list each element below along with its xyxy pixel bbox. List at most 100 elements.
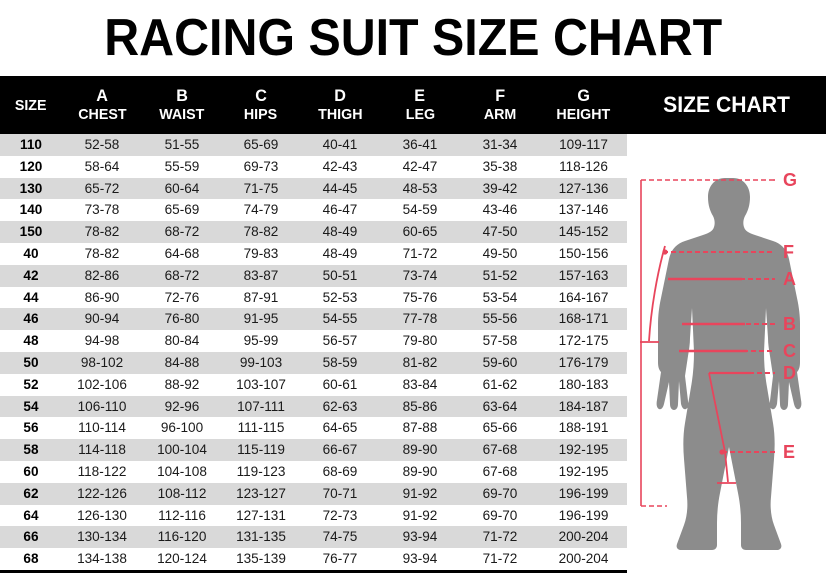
cell-value: 200-204: [558, 550, 609, 567]
table-row[interactable]: 60 118-122 104-108 119-123 68-69 89-90 67-68 19…: [0, 460, 627, 483]
cell-value: 78-82: [243, 223, 279, 240]
cell-value: 61-62: [482, 375, 518, 392]
cell-value: 86-90: [84, 288, 120, 305]
cell-value: 91-92: [402, 484, 438, 501]
cell-value: 72-76: [164, 288, 200, 305]
cell-value: 108-112: [157, 484, 207, 501]
cell-value: 65-72: [84, 179, 120, 196]
cell-value: 49-50: [482, 244, 518, 261]
cell-value: 69-70: [482, 506, 518, 523]
cell-size: 140: [19, 201, 43, 218]
cell-value: 168-171: [558, 310, 609, 327]
cell-value: 111-115: [237, 419, 285, 436]
table-row[interactable]: 46 90-94 76-80 91-95 54-55 77-78 55-56 168-171: [0, 308, 627, 331]
cell-value: 53-54: [482, 288, 518, 305]
table-row[interactable]: 62 122-126 108-112 123-127 70-71 91-92 69-70 19…: [0, 482, 627, 505]
table-row[interactable]: 44 86-90 72-76 87-91 52-53 75-76 53-54 164-167: [0, 286, 627, 309]
cell-value: 71-72: [482, 550, 518, 567]
cell-value: 84-88: [164, 353, 200, 370]
cell-value: 64-68: [164, 244, 200, 261]
cell-value: 196-199: [558, 484, 609, 501]
cell-value: 91-95: [243, 310, 279, 327]
cell-value: 192-195: [558, 441, 609, 458]
header-label-size: SIZE: [15, 96, 47, 114]
table-row[interactable]: 64 126-130 112-116 127-131 72-73 91-92 69-70 19…: [0, 504, 627, 527]
cell-value: 36-41: [402, 136, 438, 152]
cell-value: 65-69: [243, 136, 279, 152]
cell-size: 46: [23, 310, 39, 327]
cell-value: 94-98: [84, 332, 120, 349]
header-cell-leg: E LEG: [380, 76, 460, 134]
cell-value: 39-42: [482, 179, 518, 196]
height-bracket-g: [640, 179, 775, 507]
cell-value: 63-64: [482, 397, 518, 414]
cell-value: 52-53: [322, 288, 358, 305]
table-row[interactable]: 66 130-134 116-120 131-135 74-75 93-94 71-72 20…: [0, 526, 627, 549]
cell-value: 46-47: [322, 201, 358, 218]
cell-value: 70-71: [322, 484, 358, 501]
cell-value: 135-139: [236, 550, 286, 567]
header-part-height: HEIGHT: [556, 106, 611, 123]
arm-top-dot: [662, 249, 668, 255]
table-row[interactable]: 54 106-110 92-96 107-111 62-63 85-86 63-64 184-…: [0, 395, 627, 418]
cell-value: 130-134: [77, 528, 127, 545]
cell-value: 71-75: [243, 179, 279, 196]
cell-value: 55-59: [164, 157, 200, 174]
cell-value: 93-94: [402, 550, 438, 567]
table-row[interactable]: 52 102-106 88-92 103-107 60-61 83-84 61-62 180-…: [0, 373, 627, 396]
cell-value: 79-80: [402, 332, 438, 349]
size-table-body: 110 52-58 51-55 65-69 40-41 36-41 31-34 109-117…: [0, 134, 627, 570]
header-cell-height: G HEIGHT: [540, 76, 627, 134]
diagram-marker-c: C: [783, 341, 796, 361]
header-cell-size: SIZE: [0, 76, 62, 134]
cell-value: 87-88: [402, 419, 438, 436]
cell-size: 56: [23, 419, 39, 436]
cell-value: 71-72: [482, 528, 518, 545]
table-row[interactable]: 68 134-138 120-124 135-139 76-77 93-94 71-72 20…: [0, 548, 627, 570]
cell-value: 67-68: [482, 441, 518, 458]
table-row[interactable]: 40 78-82 64-68 79-83 48-49 71-72 49-50 150-156: [0, 242, 627, 265]
table-row[interactable]: 120 58-64 55-59 69-73 42-43 42-47 35-38 118-126: [0, 155, 627, 178]
diagram-marker-e: E: [783, 442, 795, 462]
inseam-curve: [708, 372, 729, 483]
cell-value: 100-104: [157, 441, 207, 458]
cell-value: 78-82: [84, 244, 120, 261]
cell-size: 64: [23, 506, 39, 523]
cell-value: 110-114: [78, 419, 126, 436]
header-part-chest: CHEST: [77, 106, 127, 123]
cell-value: 68-72: [164, 266, 200, 283]
table-row[interactable]: 110 52-58 51-55 65-69 40-41 36-41 31-34 109-117: [0, 134, 627, 156]
cell-value: 103-107: [236, 375, 286, 392]
table-row[interactable]: 150 78-82 68-72 78-82 48-49 60-65 47-50 145-152: [0, 221, 627, 243]
table-row[interactable]: 50 98-102 84-88 99-103 58-59 81-82 59-60 176-17…: [0, 351, 627, 374]
table-row[interactable]: 140 73-78 65-69 74-79 46-47 54-59 43-46 137-146: [0, 199, 627, 222]
cell-value: 52-58: [84, 136, 120, 152]
cell-value: 68-69: [322, 462, 358, 479]
cell-value: 60-65: [402, 223, 438, 240]
cell-size: 54: [23, 397, 39, 414]
table-row[interactable]: 130 65-72 60-64 71-75 44-45 48-53 39-42 127-136: [0, 177, 627, 200]
table-row[interactable]: 48 94-98 80-84 95-99 56-57 79-80 57-58 172-175: [0, 330, 627, 352]
cell-value: 73-78: [84, 201, 120, 218]
header-cell-hips: C HIPS: [222, 76, 300, 134]
cell-value: 56-57: [322, 332, 358, 349]
cell-value: 62-63: [322, 397, 358, 414]
table-bottom-rule: [0, 570, 660, 573]
cell-value: 57-58: [482, 332, 518, 349]
page-title: RACING SUIT SIZE CHART: [104, 9, 722, 67]
cell-value: 69-73: [243, 157, 279, 174]
table-row[interactable]: 58 114-118 100-104 115-119 66-67 89-90 67-68 19…: [0, 439, 627, 461]
table-row[interactable]: 42 82-86 68-72 83-87 50-51 73-74 51-52 157-163: [0, 264, 627, 287]
cell-value: 82-86: [84, 266, 120, 283]
cell-value: 200-204: [558, 528, 609, 545]
cell-value: 93-94: [402, 528, 438, 545]
cell-value: 48-53: [402, 179, 438, 196]
header-part-arm: ARM: [483, 106, 517, 123]
cell-size: 52: [23, 375, 39, 392]
cell-size: 62: [23, 484, 39, 501]
cell-value: 72-73: [322, 506, 358, 523]
header-letter-b: B: [176, 86, 188, 105]
cell-value: 66-67: [322, 441, 358, 458]
cell-size: 58: [23, 441, 39, 458]
table-row[interactable]: 56 110-114 96-100 111-115 64-65 87-88 65-66 188…: [0, 417, 627, 440]
